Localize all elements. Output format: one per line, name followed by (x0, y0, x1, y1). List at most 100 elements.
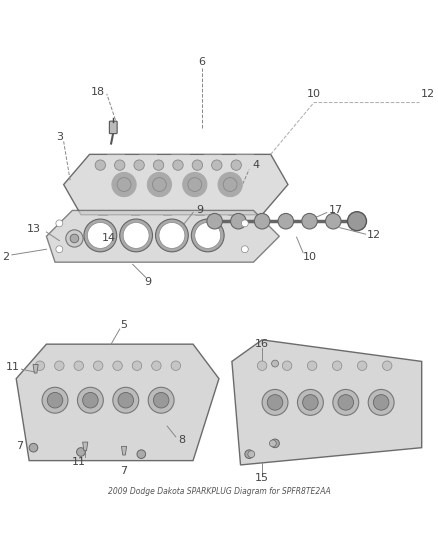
Polygon shape (232, 340, 422, 465)
Circle shape (195, 222, 221, 248)
Circle shape (152, 361, 161, 370)
Circle shape (262, 390, 288, 415)
Circle shape (338, 394, 353, 410)
Text: 11: 11 (72, 457, 86, 467)
Text: 3: 3 (56, 132, 63, 142)
Circle shape (35, 361, 45, 370)
Circle shape (303, 394, 318, 410)
Circle shape (271, 439, 279, 448)
Circle shape (112, 173, 136, 197)
Circle shape (93, 361, 103, 370)
Text: 14: 14 (102, 233, 116, 244)
Circle shape (118, 392, 134, 408)
Text: 7: 7 (16, 441, 23, 450)
Circle shape (29, 443, 38, 452)
Polygon shape (121, 447, 127, 455)
Circle shape (56, 246, 63, 253)
Text: 12: 12 (421, 89, 435, 99)
Text: 2: 2 (2, 252, 9, 262)
Text: 11: 11 (6, 361, 20, 372)
Polygon shape (64, 155, 288, 215)
Text: 4: 4 (252, 160, 259, 170)
Circle shape (83, 392, 98, 408)
Circle shape (87, 222, 113, 248)
Circle shape (95, 160, 106, 171)
Circle shape (258, 361, 267, 370)
Circle shape (55, 361, 64, 370)
Circle shape (332, 361, 342, 370)
Polygon shape (33, 365, 38, 373)
Circle shape (159, 222, 185, 248)
Circle shape (137, 450, 145, 458)
Circle shape (148, 387, 174, 413)
Circle shape (183, 173, 207, 197)
Circle shape (171, 361, 180, 370)
Circle shape (84, 219, 117, 252)
Circle shape (77, 448, 85, 456)
Text: 6: 6 (198, 56, 205, 67)
Text: 9: 9 (144, 277, 152, 287)
Circle shape (70, 234, 79, 243)
Circle shape (254, 213, 270, 229)
Circle shape (278, 213, 293, 229)
Circle shape (212, 160, 222, 171)
Circle shape (347, 212, 367, 231)
Circle shape (267, 394, 283, 410)
Circle shape (191, 219, 224, 252)
Circle shape (241, 220, 248, 227)
Circle shape (272, 360, 279, 367)
Circle shape (47, 392, 63, 408)
Text: 10: 10 (303, 252, 317, 262)
Circle shape (155, 219, 188, 252)
Text: 16: 16 (255, 339, 269, 349)
Circle shape (218, 173, 242, 197)
Polygon shape (46, 211, 279, 262)
Text: 15: 15 (255, 473, 269, 483)
Circle shape (153, 160, 164, 171)
Circle shape (78, 387, 103, 413)
Circle shape (382, 361, 392, 370)
Text: 8: 8 (179, 435, 186, 445)
Circle shape (248, 451, 255, 458)
FancyBboxPatch shape (110, 121, 117, 134)
Circle shape (307, 361, 317, 370)
Circle shape (115, 160, 125, 171)
Circle shape (42, 387, 68, 413)
Polygon shape (16, 344, 219, 461)
Text: 12: 12 (367, 230, 381, 240)
Circle shape (113, 361, 122, 370)
Circle shape (231, 160, 241, 171)
Circle shape (297, 390, 323, 415)
Circle shape (333, 390, 359, 415)
Circle shape (132, 361, 142, 370)
Circle shape (283, 361, 292, 370)
Circle shape (269, 440, 276, 447)
Text: 7: 7 (120, 466, 127, 477)
Circle shape (241, 246, 248, 253)
Circle shape (153, 392, 169, 408)
Circle shape (368, 390, 394, 415)
Text: 13: 13 (26, 223, 40, 233)
Circle shape (192, 160, 202, 171)
Circle shape (325, 213, 341, 229)
Text: 9: 9 (196, 205, 203, 215)
Circle shape (134, 160, 144, 171)
Circle shape (245, 450, 254, 458)
Circle shape (357, 361, 367, 370)
Text: 17: 17 (328, 205, 343, 215)
Circle shape (74, 361, 84, 370)
Circle shape (373, 394, 389, 410)
Circle shape (230, 213, 246, 229)
Text: 18: 18 (91, 87, 105, 97)
Circle shape (120, 219, 152, 252)
Text: 2009 Dodge Dakota SPARKPLUG Diagram for SPFR8TE2AA: 2009 Dodge Dakota SPARKPLUG Diagram for … (108, 487, 330, 496)
Circle shape (207, 213, 223, 229)
Circle shape (173, 160, 183, 171)
Circle shape (56, 220, 63, 227)
Circle shape (123, 222, 149, 248)
Polygon shape (83, 442, 88, 451)
Circle shape (113, 387, 139, 413)
Circle shape (66, 230, 83, 247)
Text: 10: 10 (307, 89, 321, 99)
Circle shape (147, 173, 172, 197)
